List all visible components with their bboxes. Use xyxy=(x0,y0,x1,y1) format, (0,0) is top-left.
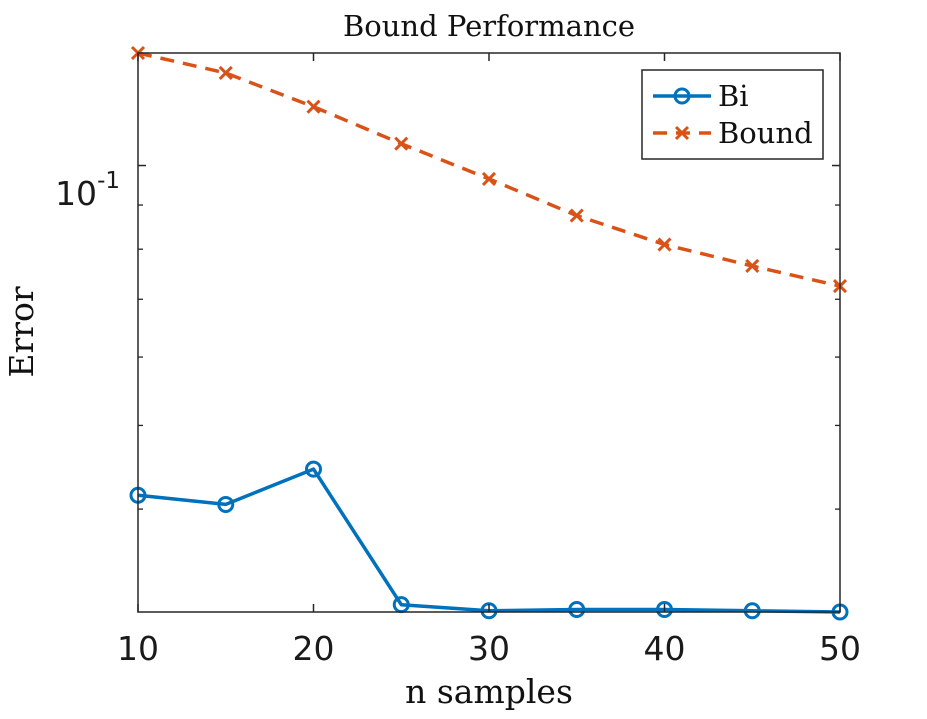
legend: Bi Bound xyxy=(641,69,824,160)
y-axis-label: Error xyxy=(2,286,41,378)
data-point-bound-15 xyxy=(218,65,233,81)
legend-label-bound: Bound xyxy=(718,116,813,150)
tick-layer xyxy=(137,53,841,612)
y-tick-label-exponent: -1 xyxy=(97,168,120,194)
data-point-bi-15 xyxy=(217,495,235,513)
legend-marker-bound xyxy=(674,125,690,141)
data-point-bound-35 xyxy=(569,208,584,223)
legend-label-bi: Bi xyxy=(718,79,749,113)
plot-area xyxy=(129,45,849,621)
legend-marker-bi xyxy=(673,87,691,105)
chart-title: Bound Performance xyxy=(343,9,635,43)
data-point-bi-20 xyxy=(305,460,322,478)
data-point-bi-35 xyxy=(568,601,586,619)
x-tick-label-50: 50 xyxy=(819,629,861,668)
data-point-bi-45 xyxy=(743,602,761,620)
data-point-bound-40 xyxy=(657,237,672,252)
data-point-bi-40 xyxy=(656,601,673,619)
y-tick-label-base: 10 xyxy=(55,174,97,213)
data-point-bound-25 xyxy=(394,136,409,151)
data-point-bound-45 xyxy=(745,258,760,274)
x-tick-label-10: 10 xyxy=(117,629,159,668)
legend-box xyxy=(641,69,824,160)
data-point-bi-30 xyxy=(480,602,498,620)
x-axis-label: n samples xyxy=(405,672,573,711)
x-tick-label-30: 30 xyxy=(468,629,510,668)
x-tick-label-40: 40 xyxy=(644,629,686,668)
data-point-bound-30 xyxy=(481,171,497,186)
y-tick-label-0.1: 10-1 xyxy=(55,168,120,213)
x-tick-label-20: 20 xyxy=(293,629,335,668)
data-point-bound-20 xyxy=(306,99,321,114)
